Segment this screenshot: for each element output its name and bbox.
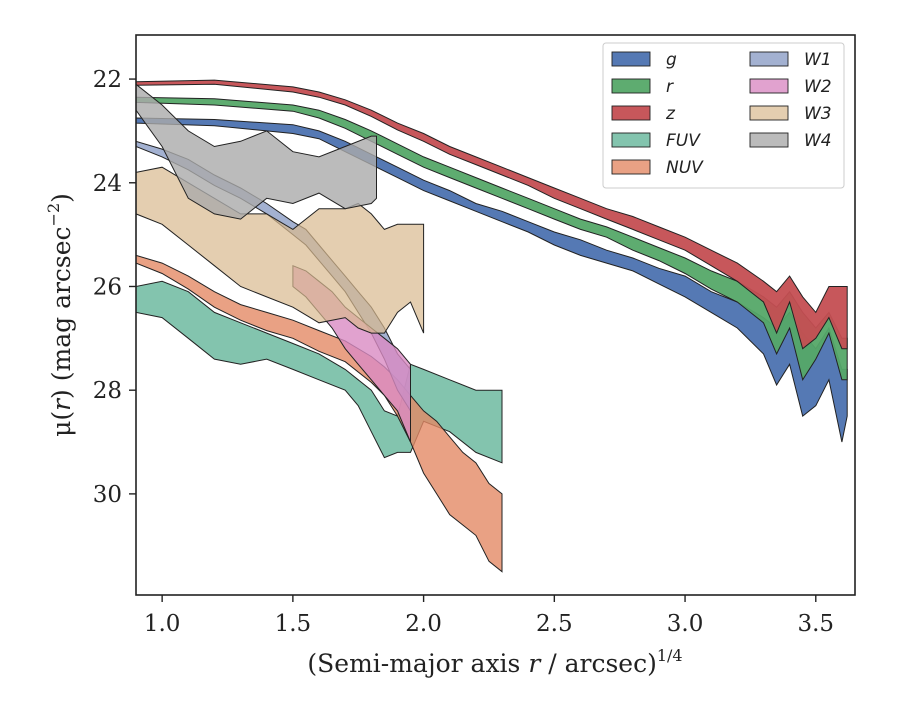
legend-label-g: g <box>666 50 677 70</box>
series-bands <box>136 79 848 573</box>
plot-frame <box>135 34 856 596</box>
legend: grz FUV NUV W1 W2 W3 W4 <box>602 42 845 189</box>
legend-label-w3: W3 <box>804 104 832 124</box>
x-axis: 1.0 1.5 2.0 2.5 3.0 3.5 <box>144 595 834 637</box>
series-band-g <box>136 117 848 443</box>
y-tick-label: 26 <box>93 274 122 300</box>
legend-label-z: z <box>665 104 676 124</box>
y-tick-label: 30 <box>93 482 122 508</box>
x-tick-label: 3.5 <box>797 611 834 637</box>
y-tick-label: 28 <box>93 378 122 404</box>
y-axis: 22 24 26 28 30 <box>93 67 136 508</box>
series-band-nuv <box>136 254 503 573</box>
legend-label-w1: W1 <box>804 50 832 70</box>
x-tick-label: 2.5 <box>536 611 573 637</box>
legend-swatch-z <box>611 105 651 121</box>
legend-swatch-w3 <box>749 105 789 121</box>
legend-swatch-nuv <box>611 159 651 175</box>
legend-label-nuv: NUV <box>666 158 704 178</box>
legend-swatch-w4 <box>749 132 789 148</box>
x-tick-label: 2.0 <box>405 611 442 637</box>
legend-swatch-w1 <box>749 51 789 67</box>
x-axis-label: (Semi-major axis r / arcsec)1/4 <box>307 646 682 678</box>
legend-label-w2: W2 <box>804 77 832 97</box>
x-tick-label: 1.0 <box>144 611 181 637</box>
legend-label-fuv: FUV <box>666 131 701 151</box>
legend-swatch-r <box>611 78 651 94</box>
y-axis-label: μ(r) (mag arcsec−2) <box>44 193 76 437</box>
series-band-z <box>136 79 848 350</box>
legend-swatch-g <box>611 51 651 67</box>
x-tick-label: 1.5 <box>275 611 312 637</box>
legend-label-w4: W4 <box>804 131 832 151</box>
x-tick-label: 3.0 <box>667 611 704 637</box>
legend-swatch-w2 <box>749 78 789 94</box>
series-band-r <box>136 96 848 382</box>
y-tick-label: 24 <box>93 171 122 197</box>
y-tick-label: 22 <box>93 67 122 93</box>
series-band-w4 <box>136 83 377 220</box>
legend-label-r: r <box>666 77 674 97</box>
legend-swatch-fuv <box>611 132 651 148</box>
